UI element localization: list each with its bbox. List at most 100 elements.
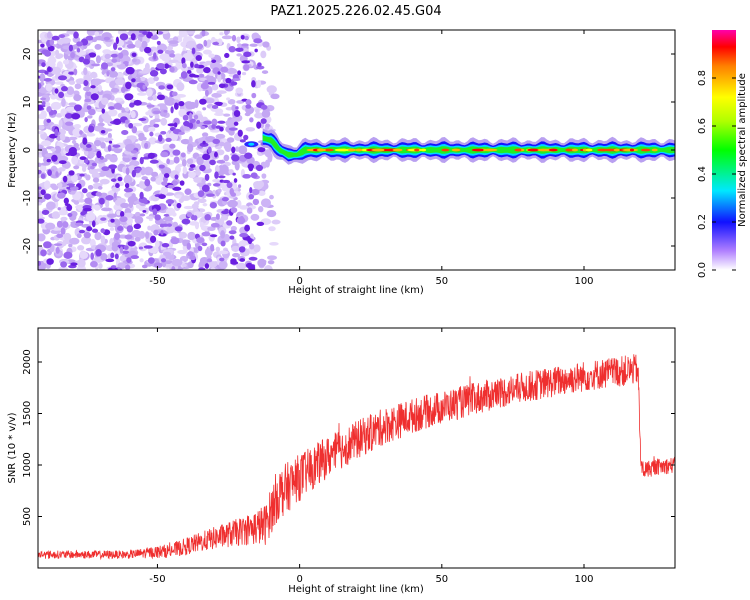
noise-blob-strong bbox=[113, 102, 123, 110]
noise-blob-strong bbox=[47, 45, 55, 52]
noise-blob bbox=[217, 188, 222, 193]
noise-blob-strong bbox=[98, 197, 105, 205]
noise-blob bbox=[144, 207, 149, 215]
noise-blob-strong bbox=[133, 223, 142, 230]
noise-blob bbox=[165, 217, 173, 221]
noise-blob-strong bbox=[182, 114, 189, 121]
noise-blob-strong bbox=[152, 208, 158, 216]
snr-ticks: -50 0 50 100 500 1000 1500 2000 bbox=[22, 328, 675, 585]
noise-blob-strong bbox=[46, 106, 52, 113]
noise-blob-strong bbox=[240, 34, 245, 40]
noise-blob bbox=[99, 178, 110, 185]
noise-blob bbox=[178, 30, 189, 38]
noise-blob-strong bbox=[120, 86, 126, 94]
noise-blob bbox=[44, 180, 51, 190]
noise-blob bbox=[257, 258, 267, 268]
snr-frame bbox=[37, 327, 676, 569]
noise-blob-strong bbox=[66, 204, 73, 212]
noise-blob-strong bbox=[180, 71, 188, 79]
noise-blob-strong bbox=[46, 158, 52, 163]
noise-blob bbox=[103, 116, 113, 124]
noise-blob bbox=[58, 210, 69, 216]
noise-blob bbox=[161, 166, 172, 176]
noise-blob bbox=[168, 40, 179, 45]
noise-blob-strong bbox=[153, 52, 157, 60]
spectrogram-image bbox=[38, 30, 675, 270]
noise-blob bbox=[103, 58, 114, 63]
noise-blob bbox=[176, 82, 185, 92]
noise-blob-strong bbox=[40, 97, 47, 101]
noise-blob bbox=[224, 30, 229, 36]
noise-blob bbox=[45, 222, 56, 230]
noise-blob-strong bbox=[60, 261, 68, 268]
noise-blob bbox=[224, 145, 232, 152]
noise-blob-strong bbox=[125, 66, 135, 75]
noise-blob-strong bbox=[91, 220, 96, 228]
noise-blob-strong bbox=[225, 77, 232, 84]
noise-blob-strong bbox=[204, 213, 211, 221]
noise-blob bbox=[119, 181, 124, 187]
noise-blob-strong bbox=[91, 228, 99, 233]
noise-blob-strong bbox=[81, 188, 88, 194]
noise-blob-strong bbox=[46, 118, 52, 123]
noise-blob-strong bbox=[243, 64, 250, 71]
noise-blob bbox=[143, 124, 150, 133]
noise-blob bbox=[218, 260, 228, 269]
noise-blob-strong bbox=[38, 260, 42, 266]
noise-blob-strong bbox=[88, 108, 96, 116]
noise-blob-strong bbox=[73, 31, 79, 39]
noise-blob-strong bbox=[90, 85, 96, 89]
noise-blob bbox=[94, 31, 100, 37]
noise-blob-strong bbox=[130, 150, 138, 154]
noise-blob bbox=[262, 41, 270, 48]
noise-blob-strong bbox=[209, 159, 216, 166]
noise-blob-strong bbox=[228, 127, 238, 131]
noise-blob bbox=[75, 50, 87, 56]
noise-blob-strong bbox=[202, 140, 206, 145]
noise-blob bbox=[143, 166, 154, 176]
noise-blob-strong bbox=[83, 79, 89, 87]
noise-blob bbox=[182, 239, 191, 244]
noise-blob bbox=[87, 184, 94, 190]
noise-blob-strong bbox=[203, 39, 208, 47]
noise-blob bbox=[253, 244, 261, 253]
noise-blob-strong bbox=[68, 44, 74, 52]
noise-blob bbox=[266, 210, 277, 218]
noise-blob bbox=[91, 38, 97, 43]
noise-blob bbox=[138, 70, 150, 74]
noise-blob bbox=[227, 199, 238, 208]
noise-blob-strong bbox=[199, 164, 206, 172]
noise-blob-strong bbox=[44, 70, 49, 75]
noise-blob bbox=[50, 101, 62, 110]
noise-blob-strong bbox=[117, 244, 126, 248]
noise-blob-strong bbox=[255, 164, 264, 172]
noise-blob-strong bbox=[113, 118, 122, 125]
noise-blob-strong bbox=[199, 142, 209, 147]
noise-blob-strong bbox=[85, 35, 94, 41]
noise-blob-strong bbox=[144, 142, 149, 149]
noise-blob bbox=[223, 170, 228, 175]
colorbar-ticks: 0.0 0.2 0.4 0.6 0.8 bbox=[697, 70, 736, 278]
noise-blob-strong bbox=[247, 163, 255, 170]
noise-blob-strong bbox=[58, 160, 67, 165]
noise-blob bbox=[215, 246, 221, 252]
noise-blob-strong bbox=[196, 43, 204, 50]
colorbar-tick-label: 0.2 bbox=[697, 214, 708, 230]
noise-blob-strong bbox=[156, 63, 166, 70]
noise-blob-strong bbox=[54, 128, 59, 137]
noise-blob-strong bbox=[139, 213, 146, 217]
noise-blob bbox=[270, 93, 280, 100]
noise-blob bbox=[223, 154, 230, 162]
colorbar-tick-label: 0.8 bbox=[697, 70, 708, 86]
noise-blob bbox=[50, 66, 62, 75]
noise-blob-strong bbox=[214, 171, 219, 179]
noise-blob-strong bbox=[163, 109, 168, 113]
noise-blob-strong bbox=[147, 152, 155, 159]
noise-blob-strong bbox=[90, 260, 98, 268]
noise-blob-strong bbox=[79, 156, 87, 161]
noise-blob bbox=[258, 190, 266, 196]
noise-blob-strong bbox=[178, 100, 185, 107]
noise-blob bbox=[267, 260, 275, 265]
noise-blob-strong bbox=[220, 240, 226, 247]
